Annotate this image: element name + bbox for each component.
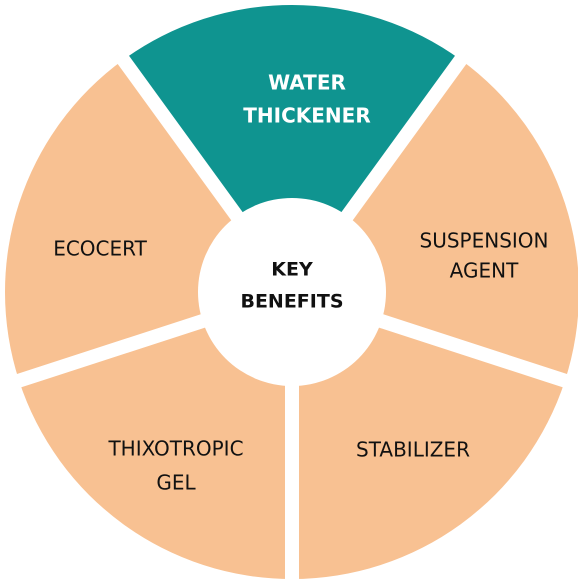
- segment-label: GEL: [156, 471, 196, 495]
- center-label: BENEFITS: [240, 291, 343, 313]
- segment-label: THICKENER: [243, 104, 370, 128]
- segment-label: SUSPENSION: [420, 229, 549, 253]
- segment-label: WATER: [268, 71, 346, 95]
- segment-label: ECOCERT: [53, 237, 147, 261]
- segment-label: THIXOTROPIC: [107, 437, 243, 461]
- center-label: KEY: [271, 259, 313, 281]
- segment-label: STABILIZER: [356, 438, 470, 462]
- segment-label: AGENT: [450, 259, 519, 283]
- segment: [123, 5, 461, 293]
- center-circle: [198, 198, 386, 386]
